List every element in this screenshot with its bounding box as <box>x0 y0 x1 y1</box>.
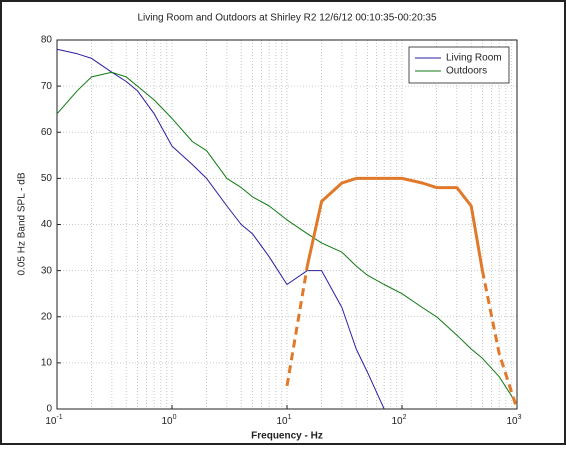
x-tick-base: 10 <box>161 416 173 427</box>
x-tick-exponent: 3 <box>518 414 522 421</box>
x-axis-label: Frequency - Hz <box>251 431 323 442</box>
y-tick-label: 30 <box>41 265 53 276</box>
x-tick-base: 10 <box>506 416 518 427</box>
x-tick-base: 10 <box>391 416 403 427</box>
x-tick-label: 100 <box>161 414 176 427</box>
y-tick-label: 60 <box>41 127 53 138</box>
x-tick-label: 10-1 <box>45 414 62 427</box>
chart-title: Living Room and Outdoors at Shirley R2 1… <box>137 13 437 24</box>
series-line <box>285 265 519 410</box>
y-tick-label: 80 <box>41 35 53 46</box>
series-line <box>56 48 385 410</box>
x-tick-label: 101 <box>276 414 291 427</box>
legend-label: Outdoors <box>446 66 487 77</box>
series-line <box>305 176 484 271</box>
x-tick-label: 102 <box>391 414 406 427</box>
x-tick-exponent: -1 <box>56 414 62 421</box>
y-tick-label: 40 <box>41 219 53 230</box>
x-tick-base: 10 <box>276 416 288 427</box>
y-tick-label: 70 <box>41 81 53 92</box>
y-tick-label: 50 <box>41 173 53 184</box>
legend-label: Living Room <box>446 53 502 64</box>
y-axis-label: 0.05 Hz Band SPL - dB <box>17 172 28 275</box>
x-tick-exponent: 0 <box>173 414 177 421</box>
y-tick-label: 10 <box>41 358 53 369</box>
x-tick-base: 10 <box>45 416 57 427</box>
plot-area <box>56 39 518 410</box>
x-tick-exponent: 1 <box>288 414 292 421</box>
series-line <box>56 71 518 405</box>
legend-box <box>408 46 510 84</box>
x-tick-label: 103 <box>506 414 521 427</box>
y-tick-label: 0 <box>46 404 52 415</box>
y-tick-label: 20 <box>41 311 53 322</box>
x-tick-exponent: 2 <box>403 414 407 421</box>
